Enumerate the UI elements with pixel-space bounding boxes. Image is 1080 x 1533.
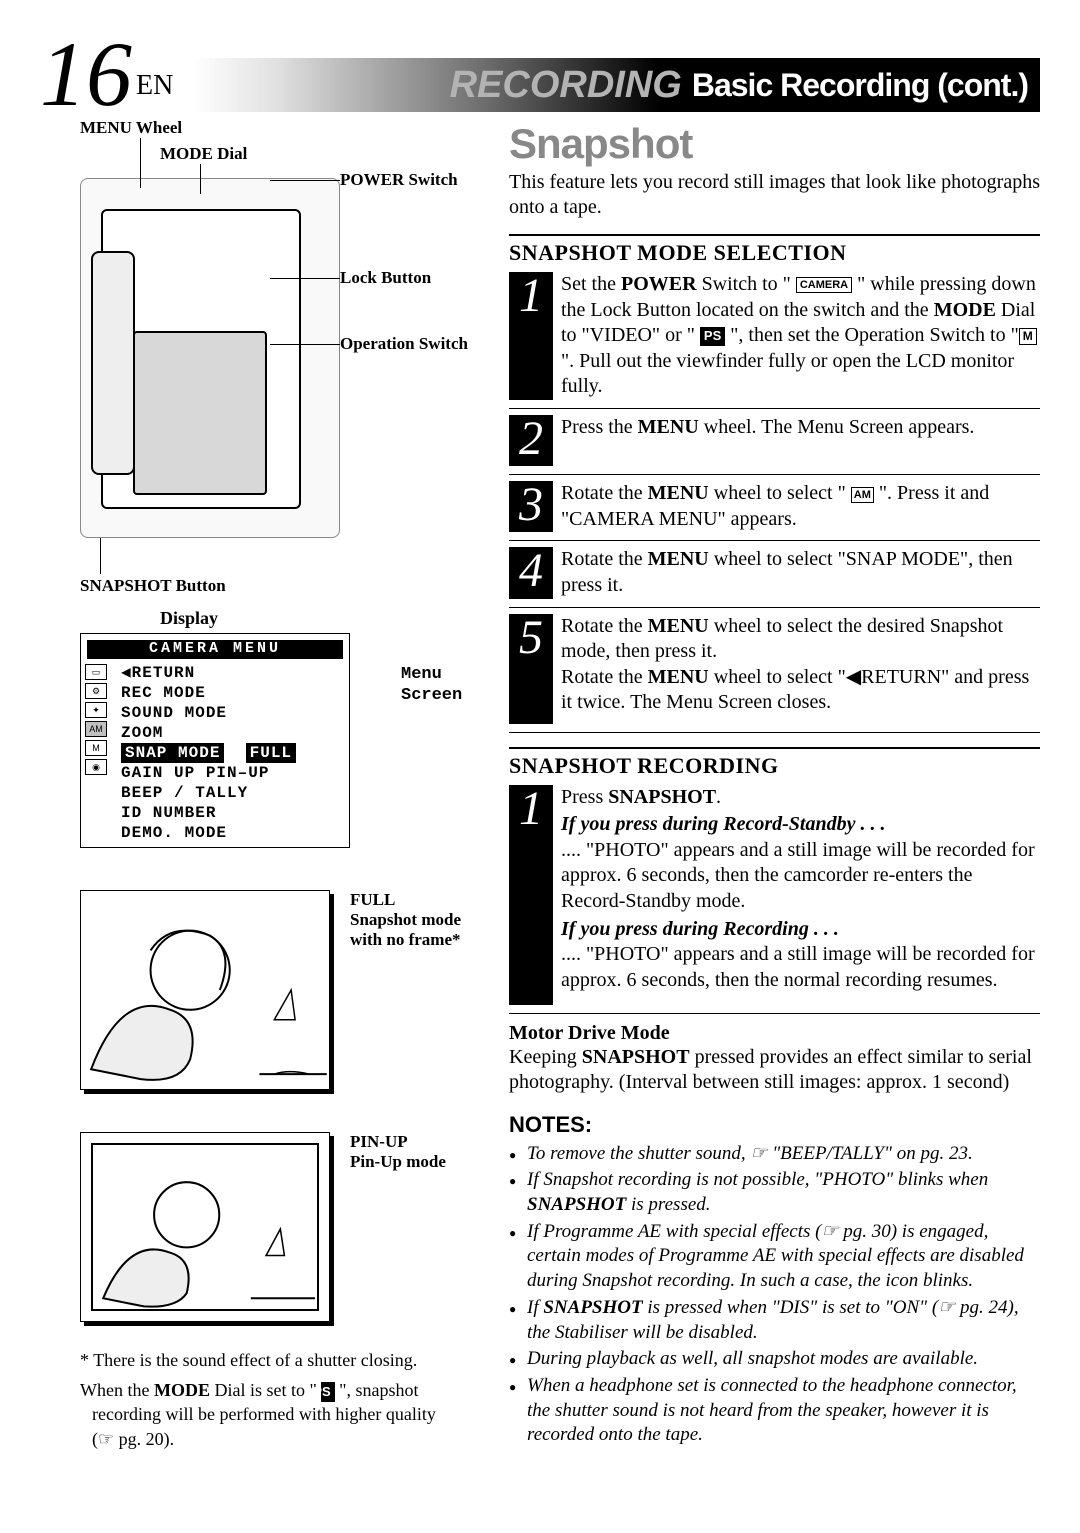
menu-cat-icon: ⚙: [85, 683, 107, 699]
standby-text: .... "PHOTO" appears and a still image w…: [561, 838, 1040, 915]
step-number: 4: [509, 547, 553, 598]
step-number: 3: [509, 481, 553, 532]
label-menu-screen: Menu Screen: [401, 664, 462, 707]
note-item: If Snapshot recording is not possible, "…: [509, 1168, 1040, 1217]
note-item: During playback as well, all snapshot mo…: [509, 1347, 1040, 1372]
step-number: 5: [509, 614, 553, 724]
menu-cat-icon: ◉: [85, 759, 107, 775]
menu-screen: ▭ ⚙ ✦ AM M ◉ CAMERA MENU ◀RETURN REC MOD…: [80, 633, 350, 848]
menu-item: GAIN UP PIN–UP: [83, 763, 347, 783]
step-3: 3 Rotate the MENU wheel to select " AM "…: [509, 475, 1040, 541]
camera-badge-icon: CAMERA: [796, 277, 852, 293]
illustration-full-mode: [80, 890, 330, 1090]
recording-text: .... "PHOTO" appears and a still image w…: [561, 942, 1040, 993]
section-banner: RECORDING Basic Recording (cont.): [193, 58, 1040, 112]
menu-title: CAMERA MENU: [87, 640, 343, 659]
menu-item: ZOOM: [83, 723, 347, 743]
note-item: When a headphone set is connected to the…: [509, 1374, 1040, 1448]
banner-subtitle: Basic Recording (cont.): [692, 67, 1028, 104]
recording-step-1: 1 Press SNAPSHOT. If you press during Re…: [509, 779, 1040, 1014]
step-text: Rotate the MENU wheel to select " AM ". …: [553, 481, 1040, 532]
step-5: 5 Rotate the MENU wheel to select the de…: [509, 608, 1040, 733]
camera-menu-icon: AM: [851, 487, 874, 503]
menu-item-selected: SNAP MODE FULL: [83, 743, 347, 763]
page-number: 16: [40, 38, 132, 112]
sub-heading-recording: If you press during Recording . . .: [561, 917, 1040, 943]
step-text: Rotate the MENU wheel to select the desi…: [553, 614, 1040, 724]
label-power-switch: POWER Switch: [340, 170, 458, 190]
label-menu-wheel: MENU Wheel: [80, 118, 182, 138]
camcorder-diagram: MENU Wheel MODE Dial POWER Switch Lock B…: [40, 118, 495, 598]
step-number: 1: [509, 785, 553, 1005]
step-text: Rotate the MENU wheel to select "SNAP MO…: [553, 547, 1040, 598]
page-header: 16 EN RECORDING Basic Recording (cont.): [40, 32, 1040, 112]
footnote-shutter: * There is the sound effect of a shutter…: [80, 1348, 455, 1372]
step-text: Press the MENU wheel. The Menu Screen ap…: [553, 415, 1040, 466]
step-number: 2: [509, 415, 553, 466]
step-number: 1: [509, 272, 553, 400]
section-title: Snapshot: [509, 120, 1040, 168]
label-lock-button: Lock Button: [340, 268, 431, 288]
step-1: 1 Set the POWER Switch to " CAMERA " whi…: [509, 266, 1040, 409]
menu-cat-icon: ✦: [85, 702, 107, 718]
ps-badge-icon: PS: [321, 1382, 334, 1402]
note-item: If Programme AE with special effects (☞ …: [509, 1220, 1040, 1294]
note-item: To remove the shutter sound, ☞ "BEEP/TAL…: [509, 1142, 1040, 1167]
ps-badge-icon: PS: [700, 327, 725, 346]
step-text: Press SNAPSHOT. If you press during Reco…: [553, 785, 1040, 1005]
footnotes: * There is the sound effect of a shutter…: [80, 1348, 455, 1451]
menu-cat-icon: M: [85, 740, 107, 756]
illustration-pinup-mode: [80, 1132, 330, 1322]
label-operation-switch: Operation Switch: [340, 334, 468, 354]
camcorder-illustration: [80, 178, 340, 538]
motor-drive-text: Keeping SNAPSHOT pressed provides an eff…: [509, 1045, 1040, 1096]
note-item: If SNAPSHOT is pressed when "DIS" is set…: [509, 1296, 1040, 1345]
label-mode-dial: MODE Dial: [160, 144, 247, 164]
banner-recording: RECORDING: [450, 64, 682, 107]
heading-motor-drive: Motor Drive Mode: [509, 1022, 1040, 1045]
menu-item: BEEP / TALLY: [83, 783, 347, 803]
menu-cat-icon-selected: AM: [85, 721, 107, 737]
m-badge-icon: M: [1019, 328, 1037, 345]
heading-recording: SNAPSHOT RECORDING: [509, 747, 1040, 779]
footnote-mode-dial: When the MODE Dial is set to " PS ", sna…: [80, 1378, 455, 1451]
notes-list: To remove the shutter sound, ☞ "BEEP/TAL…: [509, 1142, 1040, 1448]
menu-icon-column: ▭ ⚙ ✦ AM M ◉: [85, 664, 111, 775]
menu-item: DEMO. MODE: [83, 823, 347, 843]
heading-notes: NOTES:: [509, 1112, 1040, 1138]
label-snapshot-button: SNAPSHOT Button: [80, 576, 226, 596]
sub-heading-standby: If you press during Record-Standby . . .: [561, 812, 1040, 838]
step-4: 4 Rotate the MENU wheel to select "SNAP …: [509, 541, 1040, 607]
caption-pinup: PIN-UP Pin-Up mode: [350, 1132, 490, 1322]
page-lang: EN: [136, 70, 173, 112]
menu-cat-icon: ▭: [85, 664, 107, 680]
menu-item: ID NUMBER: [83, 803, 347, 823]
intro-text: This feature lets you record still image…: [509, 170, 1040, 220]
step-text: Set the POWER Switch to " CAMERA " while…: [553, 272, 1040, 400]
step-2: 2 Press the MENU wheel. The Menu Screen …: [509, 409, 1040, 475]
menu-item: ◀RETURN: [83, 663, 347, 683]
caption-full: FULL Snapshot mode with no frame*: [350, 890, 490, 1090]
menu-item: REC MODE: [83, 683, 347, 703]
menu-item: SOUND MODE: [83, 703, 347, 723]
heading-mode-selection: SNAPSHOT MODE SELECTION: [509, 234, 1040, 266]
label-display: Display: [160, 608, 495, 629]
